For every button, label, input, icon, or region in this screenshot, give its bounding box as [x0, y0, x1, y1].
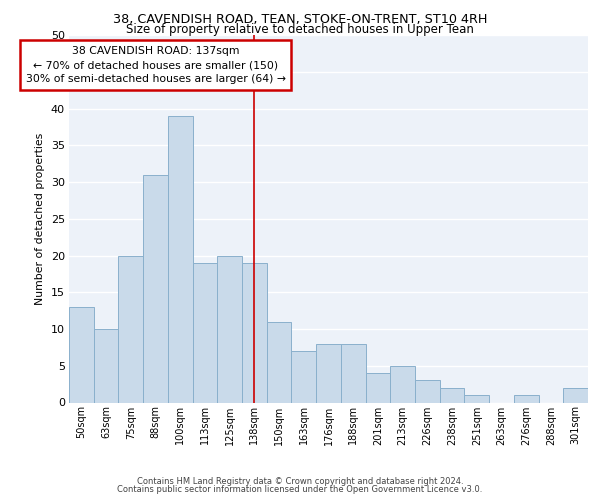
Text: Size of property relative to detached houses in Upper Tean: Size of property relative to detached ho…	[126, 22, 474, 36]
Bar	[217, 256, 242, 402]
Bar	[415, 380, 440, 402]
Text: 38, CAVENDISH ROAD, TEAN, STOKE-ON-TRENT, ST10 4RH: 38, CAVENDISH ROAD, TEAN, STOKE-ON-TRENT…	[113, 12, 487, 26]
Bar	[563, 388, 588, 402]
Bar	[193, 263, 217, 402]
Text: 38 CAVENDISH ROAD: 137sqm
← 70% of detached houses are smaller (150)
30% of semi: 38 CAVENDISH ROAD: 137sqm ← 70% of detac…	[25, 46, 286, 84]
Bar	[440, 388, 464, 402]
Bar	[390, 366, 415, 403]
Bar	[316, 344, 341, 402]
Text: Contains public sector information licensed under the Open Government Licence v3: Contains public sector information licen…	[118, 485, 482, 494]
Bar	[464, 395, 489, 402]
Y-axis label: Number of detached properties: Number of detached properties	[35, 132, 45, 305]
Bar	[514, 395, 539, 402]
Bar	[118, 256, 143, 402]
Bar	[242, 263, 267, 402]
Bar	[94, 329, 118, 402]
Text: Contains HM Land Registry data © Crown copyright and database right 2024.: Contains HM Land Registry data © Crown c…	[137, 477, 463, 486]
Bar	[69, 307, 94, 402]
Bar	[168, 116, 193, 403]
Bar	[267, 322, 292, 402]
Bar	[341, 344, 365, 402]
Bar	[365, 373, 390, 402]
Bar	[143, 174, 168, 402]
Bar	[292, 351, 316, 403]
